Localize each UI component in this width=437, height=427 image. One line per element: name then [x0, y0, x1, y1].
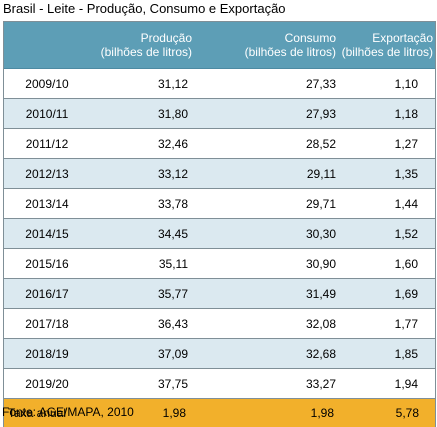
data-table: Produção (bilhões de litros) Consumo (bi…	[3, 21, 436, 427]
table-row: 2010/11 31,80 27,93 1,18	[4, 99, 435, 129]
table-row: 2017/18 36,43 32,08 1,77	[4, 309, 435, 339]
cell-consumo: 32,68	[305, 346, 336, 361]
header-exportacao-unit: (bilhões de litros)	[341, 45, 433, 59]
total-row: Taxa anual 1,98 1,98 5,78	[4, 399, 435, 427]
table-row: 2015/16 35,11 30,90 1,60	[4, 249, 435, 279]
cell-year: 2015/16	[25, 256, 69, 271]
cell-consumo: 29,11	[306, 166, 336, 181]
table-row: 2014/15 34,45 30,30 1,52	[4, 219, 435, 249]
cell-producao: 36,43	[157, 316, 188, 331]
header-consumo: Consumo (bilhões de litros)	[194, 22, 338, 68]
cell-year: 2016/17	[25, 286, 69, 301]
cell-year: 2017/18	[25, 316, 69, 331]
header-exportacao: Exportação (bilhões de litros)	[338, 22, 435, 68]
header-producao: Produção (bilhões de litros)	[84, 22, 194, 68]
cell-exportacao: 1,52	[394, 226, 418, 241]
total-label: Taxa anual	[8, 406, 67, 420]
header-producao-unit: (bilhões de litros)	[100, 45, 192, 59]
cell-producao: 33,78	[157, 196, 188, 211]
cell-producao: 37,75	[157, 376, 188, 391]
table-header: Produção (bilhões de litros) Consumo (bi…	[4, 22, 435, 69]
total-exportacao: 5,78	[395, 406, 419, 420]
cell-consumo: 27,33	[305, 76, 336, 91]
cell-exportacao: 1,60	[394, 256, 418, 271]
header-consumo-title: Consumo	[284, 31, 336, 45]
cell-producao: 32,46	[157, 136, 188, 151]
table-row: 2011/12 32,46 28,52 1,27	[4, 129, 435, 159]
cell-exportacao: 1,27	[394, 136, 418, 151]
table-row: 2012/13 33,12 29,11 1,35	[4, 159, 435, 189]
cell-consumo: 29,71	[305, 196, 336, 211]
table-row: 2019/20 37,75 33,27 1,94	[4, 369, 435, 399]
table-row: 2016/17 35,77 31,49 1,69	[4, 279, 435, 309]
cell-consumo: 28,52	[305, 136, 336, 151]
cell-producao: 35,11	[158, 256, 188, 271]
cell-consumo: 31,49	[305, 286, 336, 301]
table-row: 2018/19 37,09 32,68 1,85	[4, 339, 435, 369]
cell-year: 2012/13	[25, 166, 69, 181]
header-year	[4, 22, 84, 68]
total-producao: 1,98	[162, 406, 186, 420]
cell-year: 2010/11	[25, 106, 69, 121]
cell-year: 2014/15	[25, 226, 69, 241]
header-consumo-unit: (bilhões de litros)	[244, 45, 336, 59]
cell-exportacao: 1,94	[394, 376, 418, 391]
cell-consumo: 27,93	[305, 106, 336, 121]
cell-exportacao: 1,44	[394, 196, 418, 211]
cell-year: 2011/12	[25, 136, 69, 151]
table-title: Brasil - Leite - Produção, Consumo e Exp…	[3, 1, 286, 16]
cell-producao: 34,45	[157, 226, 188, 241]
cell-producao: 31,80	[157, 106, 188, 121]
cell-year: 2019/20	[25, 376, 69, 391]
table-row: 2009/10 31,12 27,33 1,10	[4, 69, 435, 99]
cell-year: 2018/19	[25, 346, 69, 361]
cell-consumo: 30,30	[305, 226, 336, 241]
cell-exportacao: 1,85	[394, 346, 418, 361]
cell-producao: 37,09	[157, 346, 188, 361]
cell-exportacao: 1,69	[394, 286, 418, 301]
cell-producao: 35,77	[157, 286, 188, 301]
cell-exportacao: 1,35	[394, 166, 418, 181]
cell-consumo: 30,90	[305, 256, 336, 271]
cell-exportacao: 1,18	[394, 106, 418, 121]
cell-consumo: 33,27	[305, 376, 336, 391]
cell-producao: 33,12	[157, 166, 188, 181]
cell-exportacao: 1,10	[394, 76, 418, 91]
cell-producao: 31,12	[157, 76, 188, 91]
header-producao-title: Produção	[140, 31, 192, 45]
header-exportacao-title: Exportação	[372, 31, 433, 45]
table-row: 2013/14 33,78 29,71 1,44	[4, 189, 435, 219]
cell-year: 2009/10	[25, 76, 69, 91]
cell-year: 2013/14	[25, 196, 69, 211]
source-note: Fonte: AGE/MAPA, 2010	[2, 405, 134, 419]
total-consumo: 1,98	[310, 406, 334, 420]
cell-exportacao: 1,77	[394, 316, 418, 331]
cell-consumo: 32,08	[305, 316, 336, 331]
